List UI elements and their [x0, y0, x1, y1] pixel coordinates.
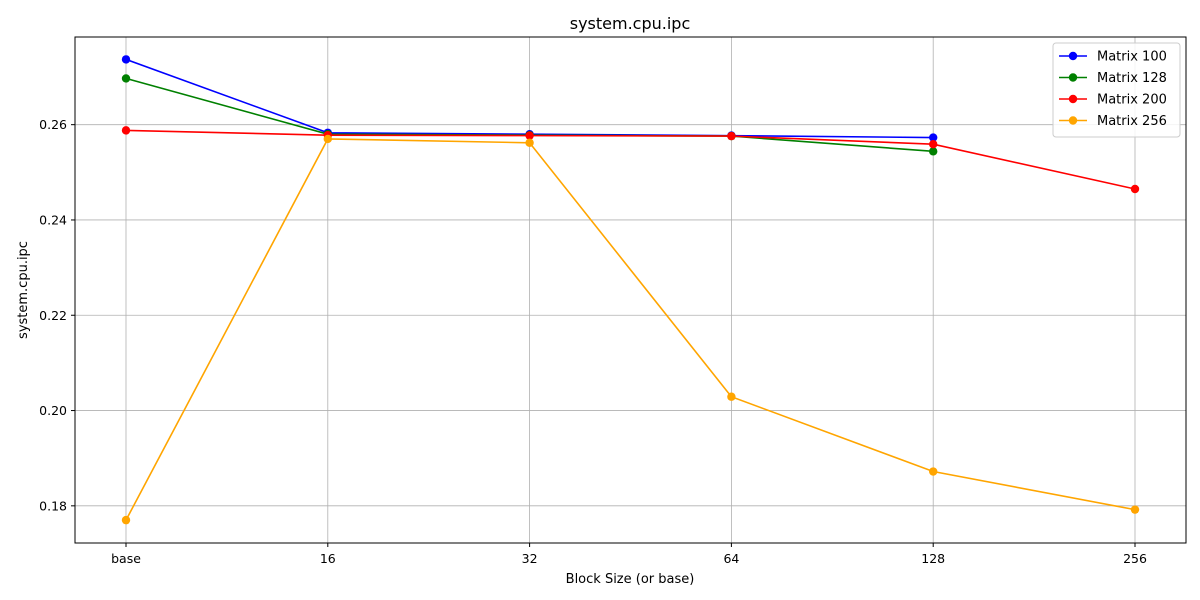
data-point: [929, 467, 938, 476]
y-tick-label: 0.18: [39, 498, 67, 513]
series-matrix-200: [121, 126, 1140, 194]
data-point: [1130, 184, 1140, 194]
y-tick-label: 0.22: [39, 308, 67, 323]
x-tick-label: 256: [1123, 551, 1147, 566]
legend-label: Matrix 256: [1097, 114, 1167, 129]
y-tick-label: 0.20: [39, 403, 67, 418]
y-axis-label: system.cpu.ipc: [16, 241, 31, 339]
series-matrix-256: [121, 134, 1140, 525]
legend-item: Matrix 128: [1059, 71, 1167, 86]
y-axis-ticks: 0.18 0.20 0.22 0.24 0.26: [39, 117, 75, 513]
y-tick-label: 0.24: [39, 212, 67, 227]
series-line: [125, 138, 1136, 521]
legend-item: Matrix 200: [1059, 93, 1167, 108]
data-point: [525, 138, 534, 147]
legend-marker-swatch: [1068, 73, 1078, 82]
legend-label: Matrix 100: [1097, 50, 1167, 65]
series-lines: [121, 55, 1140, 525]
legend-label: Matrix 200: [1097, 93, 1167, 108]
data-point: [121, 126, 131, 135]
data-point: [323, 134, 332, 144]
data-point: [727, 392, 736, 401]
x-tick-label: 16: [320, 551, 336, 566]
x-tick-label: 128: [921, 551, 945, 566]
data-point: [929, 147, 938, 156]
data-point: [727, 131, 736, 141]
legend-marker-swatch: [1068, 116, 1078, 125]
legend-item: Matrix 256: [1059, 114, 1167, 129]
legend-box: [1052, 42, 1181, 138]
series-line: [125, 129, 1136, 190]
legend-item: Matrix 100: [1059, 50, 1167, 65]
data-point: [121, 74, 131, 83]
chart-title: system.cpu.ipc: [570, 14, 691, 33]
grid-lines: [75, 37, 1186, 543]
y-tick-label: 0.26: [39, 117, 67, 132]
data-point: [1130, 505, 1140, 514]
x-axis-ticks: base 16 32 64 128 256: [111, 543, 1147, 566]
data-point: [121, 515, 131, 525]
legend-marker-swatch: [1068, 94, 1078, 104]
legend: Matrix 100 Matrix 128 Matrix 200 Matrix 256: [1052, 42, 1181, 138]
x-tick-label: 32: [522, 551, 538, 566]
x-tick-label: 64: [723, 551, 739, 566]
data-point: [929, 133, 938, 142]
data-point: [121, 55, 131, 64]
plot-area-frame: [74, 36, 1187, 544]
legend-marker-swatch: [1068, 51, 1078, 61]
legend-label: Matrix 128: [1097, 71, 1167, 86]
x-axis-label: Block Size (or base): [566, 572, 695, 587]
data-point: [929, 140, 938, 149]
data-point: [525, 131, 534, 140]
x-tick-label: base: [111, 551, 141, 566]
